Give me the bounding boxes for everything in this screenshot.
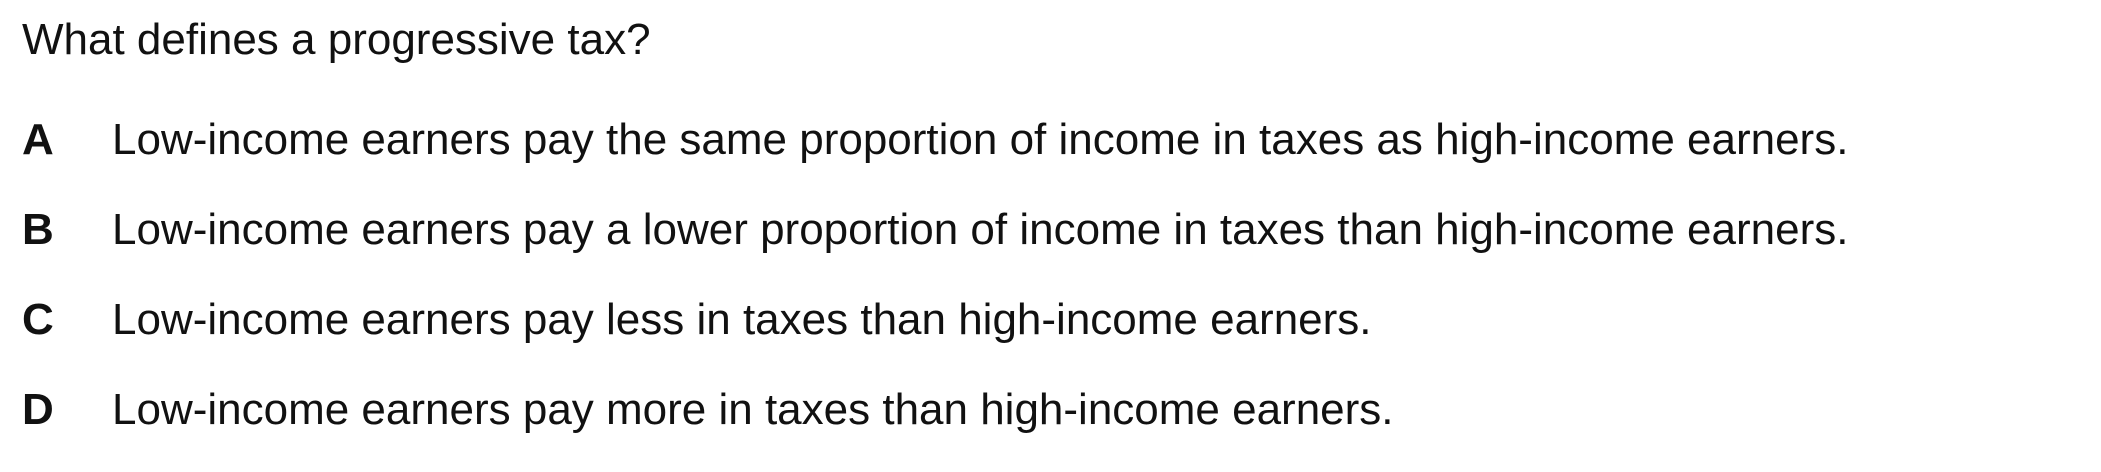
option-text: Low-income earners pay less in taxes tha…: [112, 295, 1372, 344]
option-d[interactable]: D Low-income earners pay more in taxes t…: [22, 382, 2082, 472]
option-letter: A: [22, 115, 54, 164]
question-text: What defines a progressive tax?: [22, 15, 651, 64]
option-text: Low-income earners pay a lower proportio…: [112, 205, 1849, 254]
option-text: Low-income earners pay more in taxes tha…: [112, 385, 1394, 434]
option-letter: B: [22, 205, 54, 254]
option-b[interactable]: B Low-income earners pay a lower proport…: [22, 202, 2082, 292]
option-letter: D: [22, 385, 54, 434]
option-a[interactable]: A Low-income earners pay the same propor…: [22, 112, 2082, 202]
option-c[interactable]: C Low-income earners pay less in taxes t…: [22, 292, 2082, 382]
answer-options: A Low-income earners pay the same propor…: [22, 112, 2082, 472]
option-text: Low-income earners pay the same proporti…: [112, 115, 1849, 164]
option-letter: C: [22, 295, 54, 344]
